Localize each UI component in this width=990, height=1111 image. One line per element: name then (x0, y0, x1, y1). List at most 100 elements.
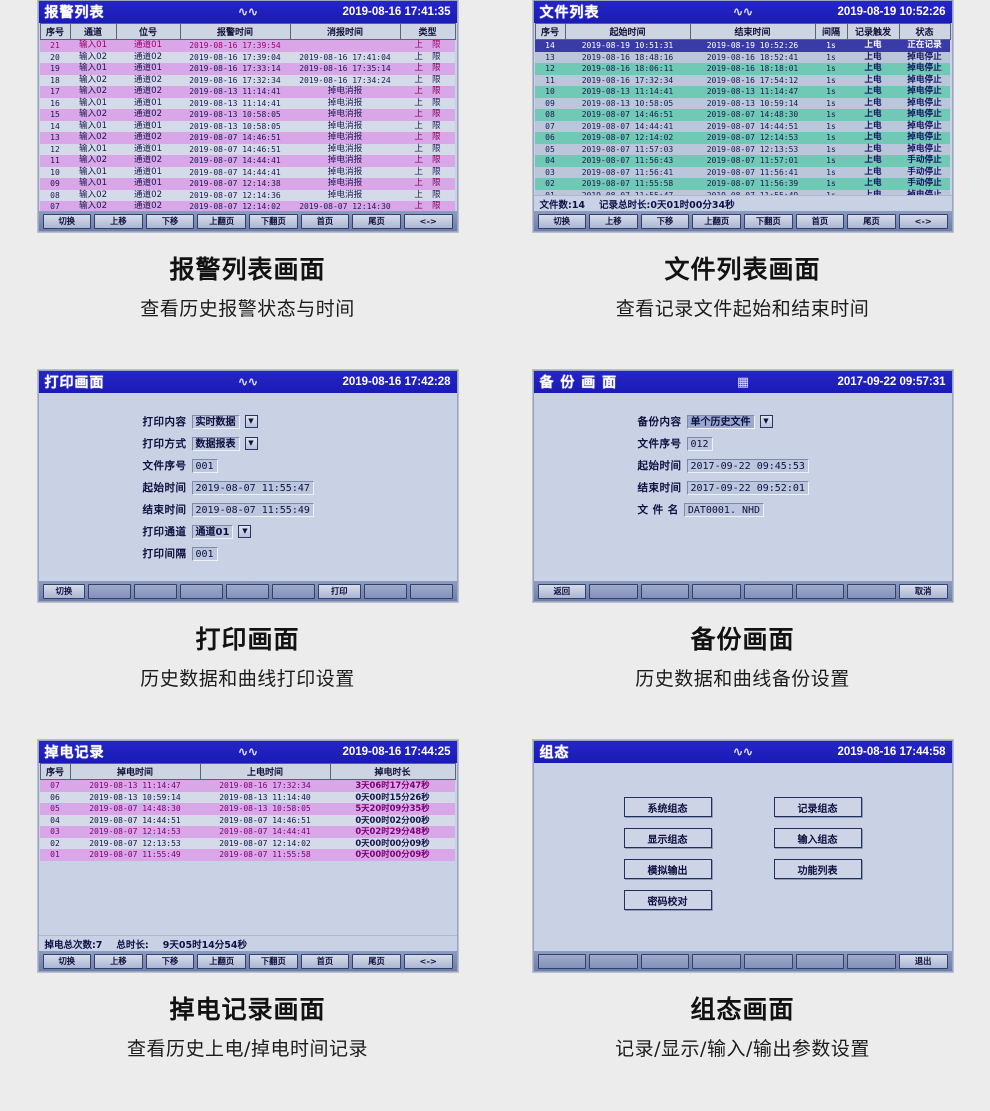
table-row[interactable]: 08 输入02 通道02 2019-08-07 12:14:36 掉电消报上限 (40, 189, 455, 201)
softkey-empty[interactable] (589, 953, 638, 969)
softkey-上翻页[interactable]: 上翻页 (692, 213, 741, 229)
config-menu-button[interactable]: 模拟输出 (623, 859, 712, 879)
power-table[interactable]: 序号 掉电时间 上电时间 掉电时长 07 2019-08-13 11:14:47 2… (39, 763, 456, 861)
table-row[interactable]: 21 输入01 通道01 2019-08-16 17:39:54 上限 (40, 39, 455, 52)
field-value[interactable]: 001 (191, 546, 218, 561)
table-row[interactable]: 02 2019-08-07 11:55:58 2019-08-07 11:56:39… (535, 178, 950, 190)
softkey-<->[interactable]: <-> (403, 953, 453, 969)
alarm-table[interactable]: 序号 通道 位号 报警时间 消报时间 类型 21 输入01 通道01 2019-08-… (39, 23, 456, 224)
field-value[interactable]: 001 (191, 458, 218, 473)
table-row[interactable]: 04 2019-08-07 14:44:51 2019-08-07 14:46:51… (40, 814, 455, 826)
chevron-down-icon[interactable]: ▼ (244, 415, 258, 428)
softkey-empty[interactable] (537, 953, 587, 969)
softkey-empty[interactable] (744, 583, 793, 599)
table-row[interactable]: 05 2019-08-07 11:57:03 2019-08-07 12:13:53… (535, 143, 950, 155)
softkey-empty[interactable] (640, 583, 690, 599)
softkey-empty[interactable] (180, 583, 224, 599)
softkey-下移[interactable]: 下移 (640, 213, 690, 229)
table-row[interactable]: 03 2019-08-07 12:14:53 2019-08-07 14:44:41… (40, 826, 455, 838)
field-value[interactable]: 2017-09-22 09:52:01 (686, 480, 809, 495)
table-row[interactable]: 05 2019-08-07 14:48:30 2019-08-13 10:58:05… (40, 803, 455, 815)
softkey-上移[interactable]: 上移 (94, 953, 143, 969)
field-value[interactable]: 通道01 (191, 524, 234, 539)
config-menu-button[interactable]: 系统组态 (623, 797, 712, 817)
table-row[interactable]: 18 输入02 通道02 2019-08-16 17:32:34 2019-08-16 … (40, 74, 455, 86)
table-row[interactable]: 09 输入01 通道01 2019-08-07 12:14:38 掉电消报上限 (40, 178, 455, 190)
field-value[interactable]: 2019-08-07 11:55:49 (191, 502, 314, 517)
softkey-empty[interactable] (795, 583, 845, 599)
table-row[interactable]: 07 2019-08-13 11:14:47 2019-08-16 17:32:34… (40, 779, 455, 792)
table-row[interactable]: 13 输入02 通道02 2019-08-07 14:46:51 掉电消报上限 (40, 132, 455, 144)
table-row[interactable]: 09 2019-08-13 10:58:05 2019-08-13 10:59:14… (535, 97, 950, 109)
table-row[interactable]: 04 2019-08-07 11:56:43 2019-08-07 11:57:01… (535, 155, 950, 167)
table-row[interactable]: 10 2019-08-13 11:14:41 2019-08-13 11:14:47… (535, 86, 950, 98)
table-row[interactable]: 11 输入02 通道02 2019-08-07 14:44:41 掉电消报上限 (40, 155, 455, 167)
softkey-下翻页[interactable]: 下翻页 (249, 213, 298, 229)
config-menu-button[interactable]: 密码校对 (623, 890, 712, 910)
table-row[interactable]: 06 2019-08-13 10:59:14 2019-08-13 11:14:40… (40, 791, 455, 803)
field-value[interactable]: DAT0001. NHD (683, 502, 765, 517)
table-row[interactable]: 11 2019-08-16 17:32:34 2019-08-16 17:54:12… (535, 74, 950, 86)
config-menu-button[interactable]: 记录组态 (773, 797, 862, 817)
softkey-尾页[interactable]: 尾页 (847, 213, 896, 229)
field-value[interactable]: 2019-08-07 11:55:47 (191, 480, 314, 495)
softkey-<->[interactable]: <-> (898, 213, 948, 229)
softkey-下翻页[interactable]: 下翻页 (744, 213, 793, 229)
table-row[interactable]: 15 输入02 通道02 2019-08-13 10:58:05 掉电消报上限 (40, 109, 455, 121)
softkey-empty[interactable] (692, 953, 741, 969)
config-menu-button[interactable]: 显示组态 (623, 828, 712, 848)
config-menu-button[interactable]: 功能列表 (773, 859, 862, 879)
table-row[interactable]: 16 输入01 通道01 2019-08-13 11:14:41 掉电消报上限 (40, 97, 455, 109)
softkey-切换[interactable]: 切换 (42, 583, 86, 599)
table-row[interactable]: 14 2019-08-19 10:51:31 2019-08-19 10:52:26… (535, 39, 950, 52)
softkey-empty[interactable] (744, 953, 793, 969)
table-row[interactable]: 14 输入01 通道01 2019-08-13 10:58:05 掉电消报上限 (40, 120, 455, 132)
softkey-empty[interactable] (363, 583, 407, 599)
field-value[interactable]: 数据报表 (191, 436, 240, 451)
config-menu-button[interactable]: 输入组态 (773, 828, 862, 848)
softkey-取消[interactable]: 取消 (898, 583, 948, 599)
softkey-下翻页[interactable]: 下翻页 (249, 953, 298, 969)
softkey-上移[interactable]: 上移 (589, 213, 638, 229)
field-value[interactable]: 单个历史文件 (686, 414, 755, 429)
table-row[interactable]: 12 2019-08-16 18:06:11 2019-08-16 18:18:01… (535, 63, 950, 75)
softkey-<->[interactable]: <-> (403, 213, 453, 229)
softkey-上翻页[interactable]: 上翻页 (197, 213, 246, 229)
table-row[interactable]: 07 输入02 通道02 2019-08-07 12:14:02 2019-08-07 … (40, 201, 455, 213)
field-value[interactable]: 实时数据 (191, 414, 240, 429)
field-value[interactable]: 2017-09-22 09:45:53 (686, 458, 809, 473)
chevron-down-icon[interactable]: ▼ (759, 415, 773, 428)
table-row[interactable]: 02 2019-08-07 12:13:53 2019-08-07 12:14:02… (40, 837, 455, 849)
softkey-empty[interactable] (795, 953, 845, 969)
softkey-empty[interactable] (847, 583, 896, 599)
softkey-empty[interactable] (88, 583, 132, 599)
file-table[interactable]: 序号 起始时间 结束时间 间隔 记录触发 状态 14 2019-08-19 10:… (534, 23, 951, 201)
softkey-尾页[interactable]: 尾页 (352, 213, 401, 229)
table-row[interactable]: 17 输入02 通道02 2019-08-13 11:14:41 掉电消报上限 (40, 86, 455, 98)
softkey-首页[interactable]: 首页 (300, 953, 350, 969)
softkey-下移[interactable]: 下移 (145, 953, 195, 969)
table-row[interactable]: 08 2019-08-07 14:46:51 2019-08-07 14:48:30… (535, 109, 950, 121)
softkey-切换[interactable]: 切换 (537, 213, 587, 229)
softkey-empty[interactable] (271, 583, 315, 599)
softkey-empty[interactable] (847, 953, 896, 969)
softkey-上翻页[interactable]: 上翻页 (197, 953, 246, 969)
table-row[interactable]: 13 2019-08-16 18:48:16 2019-08-16 18:52:41… (535, 51, 950, 63)
field-value[interactable]: 012 (686, 436, 713, 451)
softkey-首页[interactable]: 首页 (795, 213, 845, 229)
softkey-切换[interactable]: 切换 (42, 213, 92, 229)
table-row[interactable]: 01 2019-08-07 11:55:49 2019-08-07 11:55:58… (40, 849, 455, 861)
softkey-empty[interactable] (640, 953, 690, 969)
softkey-下移[interactable]: 下移 (145, 213, 195, 229)
table-row[interactable]: 19 输入01 通道01 2019-08-16 17:33:14 2019-08-16 … (40, 63, 455, 75)
chevron-down-icon[interactable]: ▼ (244, 437, 258, 450)
softkey-切换[interactable]: 切换 (42, 953, 92, 969)
softkey-empty[interactable] (226, 583, 269, 599)
softkey-empty[interactable] (692, 583, 741, 599)
softkey-打印[interactable]: 打印 (317, 583, 361, 599)
softkey-empty[interactable] (589, 583, 638, 599)
chevron-down-icon[interactable]: ▼ (238, 525, 252, 538)
table-row[interactable]: 10 输入01 通道01 2019-08-07 14:44:41 掉电消报上限 (40, 166, 455, 178)
softkey-尾页[interactable]: 尾页 (352, 953, 401, 969)
softkey-退出[interactable]: 退出 (898, 953, 948, 969)
